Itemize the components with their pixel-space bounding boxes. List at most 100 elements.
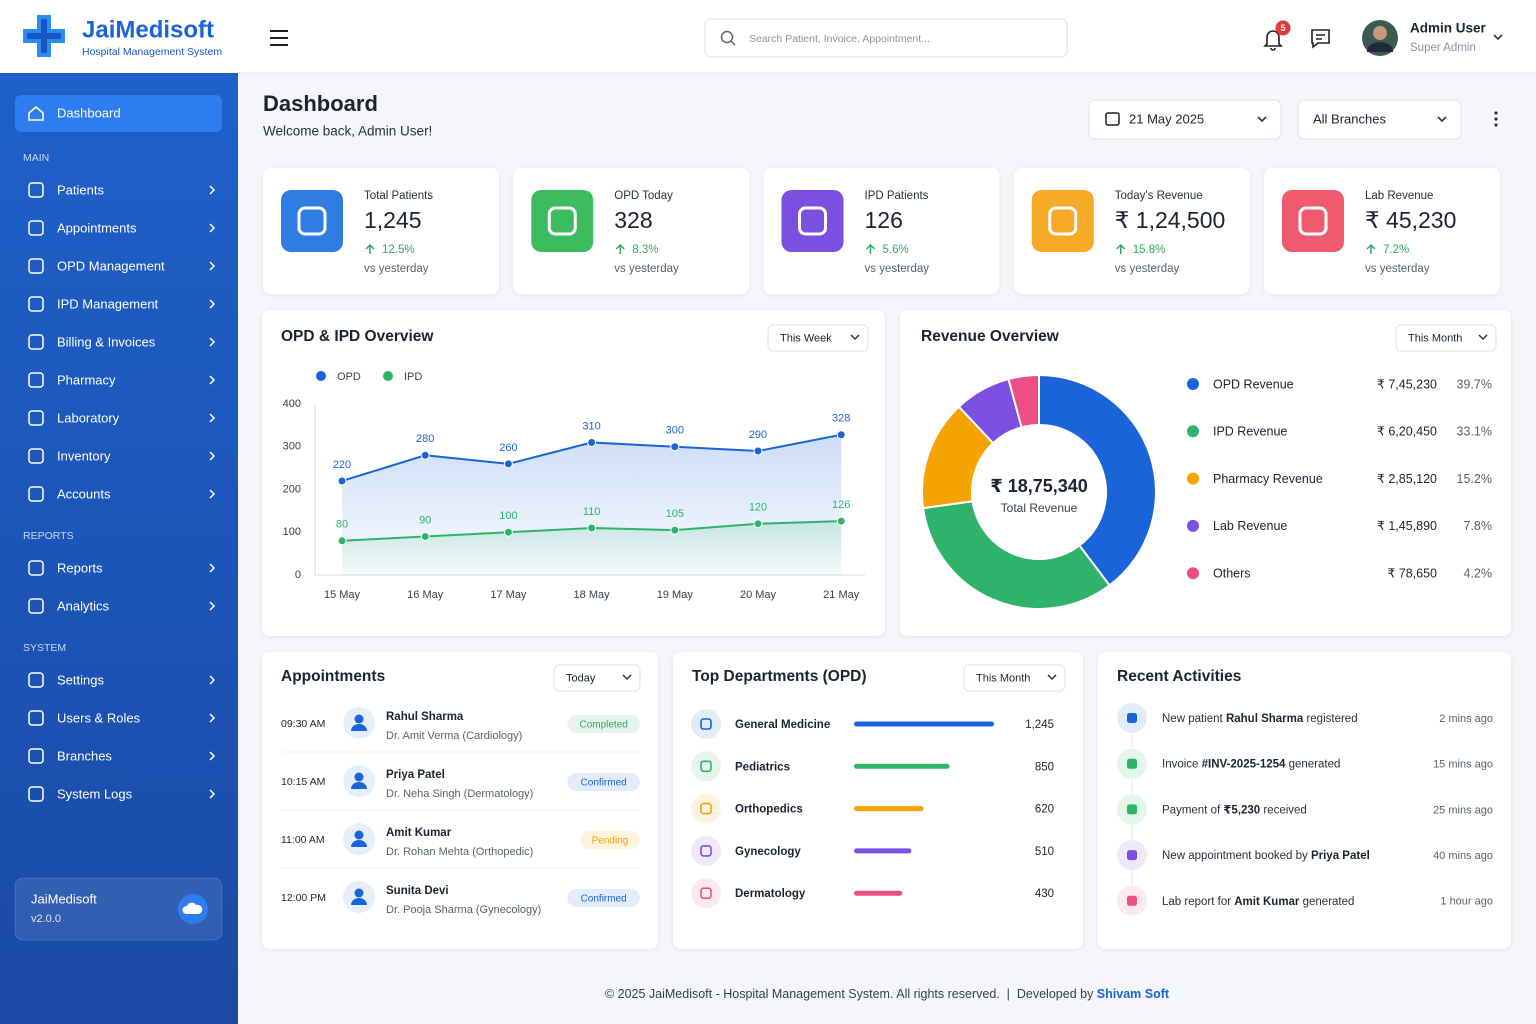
nav-label[interactable]: System Logs [57,786,133,801]
legend-label: Pharmacy Revenue [1213,472,1323,486]
chevron [209,185,216,195]
data-label: 300 [666,425,684,437]
nav-label[interactable]: Reports [57,560,103,575]
filter-select[interactable] [963,664,1066,692]
nav-label[interactable]: Branches [57,748,112,763]
donut-slice [1007,373,1040,429]
dept-glyph [700,845,712,857]
x-tick-label: 15 May [324,589,361,601]
patient-name: Rahul Sharma [386,711,464,723]
branch-value[interactable]: All Branches [1313,111,1386,126]
messages[interactable] [1311,29,1330,49]
doctor-name: Dr. Rohan Mehta (Orthopedic) [386,846,533,858]
activity-time: 2 mins ago [1439,713,1493,725]
nav-label[interactable]: Analytics [57,598,110,613]
point [503,527,513,537]
status-badge [579,831,640,849]
y-tick-label: 0 [295,569,301,581]
data-label: 105 [666,508,684,520]
activity-text: New appointment booked by Priya Patel [1162,850,1370,862]
chevron [209,601,216,611]
nav-label[interactable]: Accounts [57,486,111,501]
y-tick-label: 400 [283,398,301,410]
patient-name: Priya Patel [386,769,445,781]
nav-label[interactable]: Settings [57,672,104,687]
filter-value[interactable]: This Month [1408,332,1462,344]
point [670,525,680,535]
data-label: 126 [832,499,850,511]
chevron [209,751,216,761]
nav-label[interactable]: Users & Roles [57,710,141,725]
avatar-head [354,772,364,782]
date-picker[interactable] [1088,99,1282,140]
nav-label[interactable]: Dashboard [57,105,121,120]
activity-pre: New patient [1162,713,1226,725]
avatar-body [351,782,367,789]
version: v2.0.0 [31,913,61,925]
filter-select[interactable] [553,664,641,692]
activity-post: generated [1285,759,1340,771]
search-placeholder[interactable]: Search Patient, Invoice, Appointment... [749,33,930,45]
filter-value[interactable]: This Month [976,672,1030,684]
data-label: 220 [333,459,351,471]
menu-button[interactable] [270,30,288,46]
badge [1275,20,1291,36]
nav-label[interactable]: Pharmacy [57,372,116,387]
trend-up [1366,243,1376,254]
version-name: JaiMedisoft [31,891,97,906]
nav-label[interactable]: Appointments [57,220,137,235]
chevron [209,563,216,573]
nav-label[interactable]: Inventory [57,448,111,463]
activity-pre: Lab report for [1162,896,1234,908]
bar-label: 1,245 [1025,719,1054,731]
activity-time: 1 hour ago [1440,896,1493,908]
nav-label[interactable]: OPD Management [57,258,165,273]
bell[interactable] [1263,30,1283,51]
stat-change: 12.5% [382,244,415,256]
dept-icon [691,878,721,909]
logo-icon [23,15,65,57]
stat-label: IPD Patients [865,190,929,202]
nav-label[interactable]: Laboratory [57,410,120,425]
more-menu[interactable] [1494,111,1498,127]
date-value[interactable]: 21 May 2025 [1129,111,1204,126]
y-tick-label: 300 [283,441,301,453]
nav-label[interactable]: Patients [57,182,104,197]
card-title: OPD & IPD Overview [281,328,434,345]
trend-up [365,243,375,254]
page-subtitle: Welcome back, Admin User! [263,124,432,139]
nav-icon [28,598,44,614]
user-name[interactable]: Admin User [1410,21,1487,36]
legend-amount: ₹ 78,650 [1387,566,1437,580]
donut-label: Total Revenue [1001,501,1078,515]
calendar-icon [1105,112,1120,126]
nav-label[interactable]: Billing & Invoices [57,334,156,349]
bar-label: 430 [1035,888,1054,900]
doctor-name: Dr. Amit Verma (Cardiology) [386,730,522,742]
card-title: Appointments [281,668,385,685]
point [503,459,513,469]
filter-select[interactable] [767,324,869,352]
branch-select[interactable] [1297,99,1462,140]
dept-glyph [700,802,712,815]
chevron [850,334,860,341]
data-label: 290 [749,429,767,441]
data-label: 328 [832,413,850,425]
filter-value[interactable]: Today [566,672,596,684]
active-nav[interactable] [15,95,222,132]
activity-bold: Rahul Sharma [1226,713,1304,725]
stat-change: 15.8% [1133,244,1166,256]
stat-value: 1,245 [364,207,422,233]
filter-select[interactable] [1395,324,1497,352]
footer-link[interactable]: Shivam Soft [1097,987,1170,1001]
status-badge [567,715,640,733]
search-box[interactable] [704,18,1068,58]
stat-label: OPD Today [614,190,673,202]
data-label: 260 [499,442,517,454]
activity-post: generated [1299,896,1354,908]
appt-time: 11:00 AM [281,834,325,846]
stat-icon [531,190,594,252]
filter-value[interactable]: This Week [780,332,832,344]
user-menu[interactable] [1493,34,1503,41]
nav-label[interactable]: IPD Management [57,296,159,311]
